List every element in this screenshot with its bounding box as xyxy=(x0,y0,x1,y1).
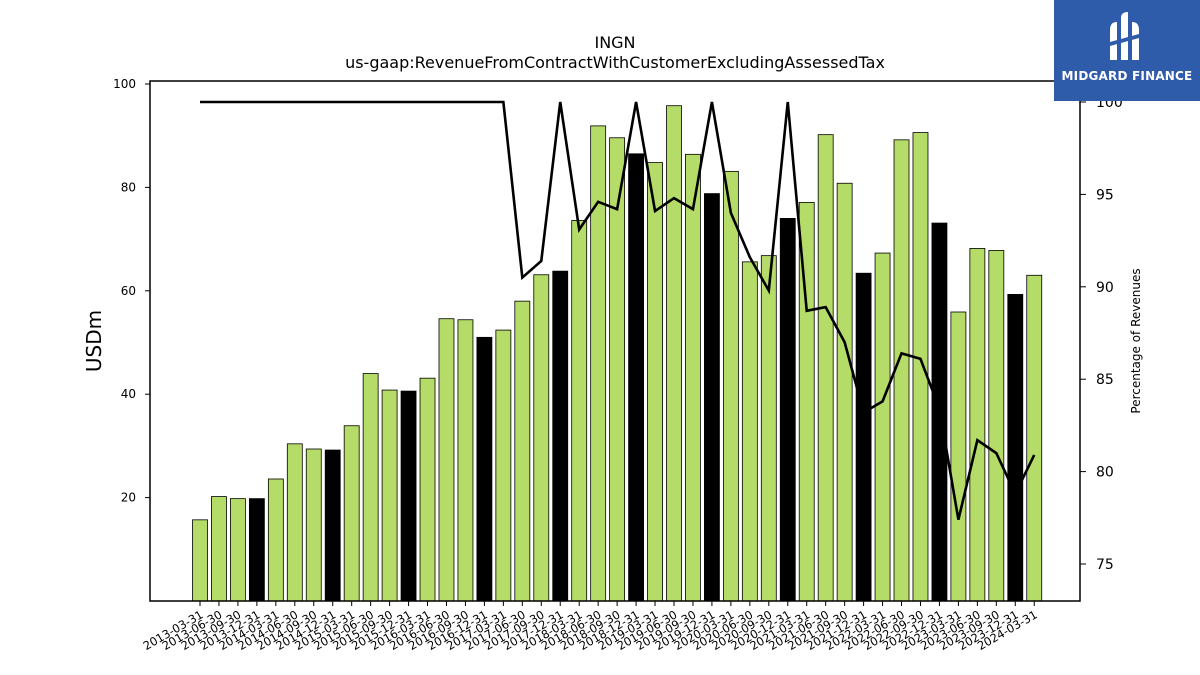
y-axis-label: USDm xyxy=(82,310,106,372)
chart-subtitle: us-gaap:RevenueFromContractWithCustomerE… xyxy=(345,53,885,72)
bar-2019-06-30 xyxy=(666,105,682,602)
midgard-logo-icon xyxy=(1110,12,1139,60)
bar-2015-09-30 xyxy=(381,389,398,602)
bar-2017-12-31 xyxy=(552,270,569,602)
logo-text: MIDGARD FINANCE xyxy=(1061,69,1193,83)
bar-2018-06-30 xyxy=(590,125,607,602)
bar-2017-06-30 xyxy=(514,300,531,602)
bar-2017-03-31 xyxy=(495,329,512,602)
bar-2016-06-30 xyxy=(438,318,455,602)
y2-tick-label: 75 xyxy=(1096,557,1114,573)
y2-axis-label: Percentage of Revenues xyxy=(1129,268,1143,413)
bar-2024-03-31 xyxy=(1026,274,1043,602)
bar-2014-12-31 xyxy=(324,449,341,602)
bar-2020-09-30 xyxy=(760,255,777,602)
y-tick-label: 20 xyxy=(121,491,136,505)
bar-2016-03-31 xyxy=(419,377,436,602)
bar-2022-06-30 xyxy=(893,139,910,602)
bar-2017-09-30 xyxy=(533,274,550,602)
bar-2014-03-31 xyxy=(267,478,284,602)
bar-2021-12-31 xyxy=(855,272,872,602)
bar-2013-06-30 xyxy=(211,496,227,602)
y-tick-label: 40 xyxy=(121,387,136,401)
y-tick-label: 60 xyxy=(121,284,136,298)
chart-title: INGN xyxy=(594,33,635,52)
x-axis-ticks: 2013-03-312013-06-302013-09-302013-12-31… xyxy=(141,601,1040,653)
bar-2013-03-31 xyxy=(192,519,208,602)
bar-2019-12-31 xyxy=(704,193,720,602)
bar-2023-06-30 xyxy=(969,248,986,602)
bar-2018-03-31 xyxy=(571,220,588,602)
percentage-line-series xyxy=(200,100,1036,520)
left-axis-ticks: 20 40 60 80 100 xyxy=(113,77,150,505)
y2-tick-label: 95 xyxy=(1096,187,1114,203)
y2-tick-label: 80 xyxy=(1096,465,1114,481)
bar-2014-06-30 xyxy=(286,443,303,602)
bar-2015-12-31 xyxy=(400,390,417,602)
bar-2015-03-31 xyxy=(343,425,360,602)
bar-2019-09-30 xyxy=(685,153,701,602)
percentage-line xyxy=(200,100,1036,520)
bar-2020-12-31 xyxy=(779,218,796,602)
y2-tick-label: 85 xyxy=(1096,372,1114,388)
bar-2019-03-31 xyxy=(647,162,663,602)
y2-tick-label: 90 xyxy=(1096,280,1114,296)
bar-2021-09-30 xyxy=(836,182,853,602)
bar-2021-06-30 xyxy=(817,134,834,602)
bar-2013-09-30 xyxy=(230,498,246,602)
bar-2014-09-30 xyxy=(305,448,322,602)
bar-2020-06-30 xyxy=(741,261,758,602)
bar-2023-12-31 xyxy=(1007,294,1024,602)
bar-2016-12-31 xyxy=(476,336,493,602)
bar-2015-06-30 xyxy=(362,373,379,602)
bar-2013-12-31 xyxy=(248,498,265,602)
midgard-finance-logo: MIDGARD FINANCE xyxy=(1054,0,1200,101)
plot-frame xyxy=(149,80,1081,602)
y-tick-label: 80 xyxy=(121,180,136,194)
bar-2023-03-31 xyxy=(950,311,967,602)
bar-2016-09-30 xyxy=(457,319,474,602)
bar-2022-03-31 xyxy=(874,252,891,602)
bar-2023-09-30 xyxy=(988,250,1005,602)
y-tick-label: 100 xyxy=(113,77,136,91)
bar-2022-09-30 xyxy=(912,132,929,602)
bar-2020-03-31 xyxy=(722,170,739,602)
bar-series xyxy=(192,105,1043,602)
bar-2018-12-31 xyxy=(628,153,644,602)
